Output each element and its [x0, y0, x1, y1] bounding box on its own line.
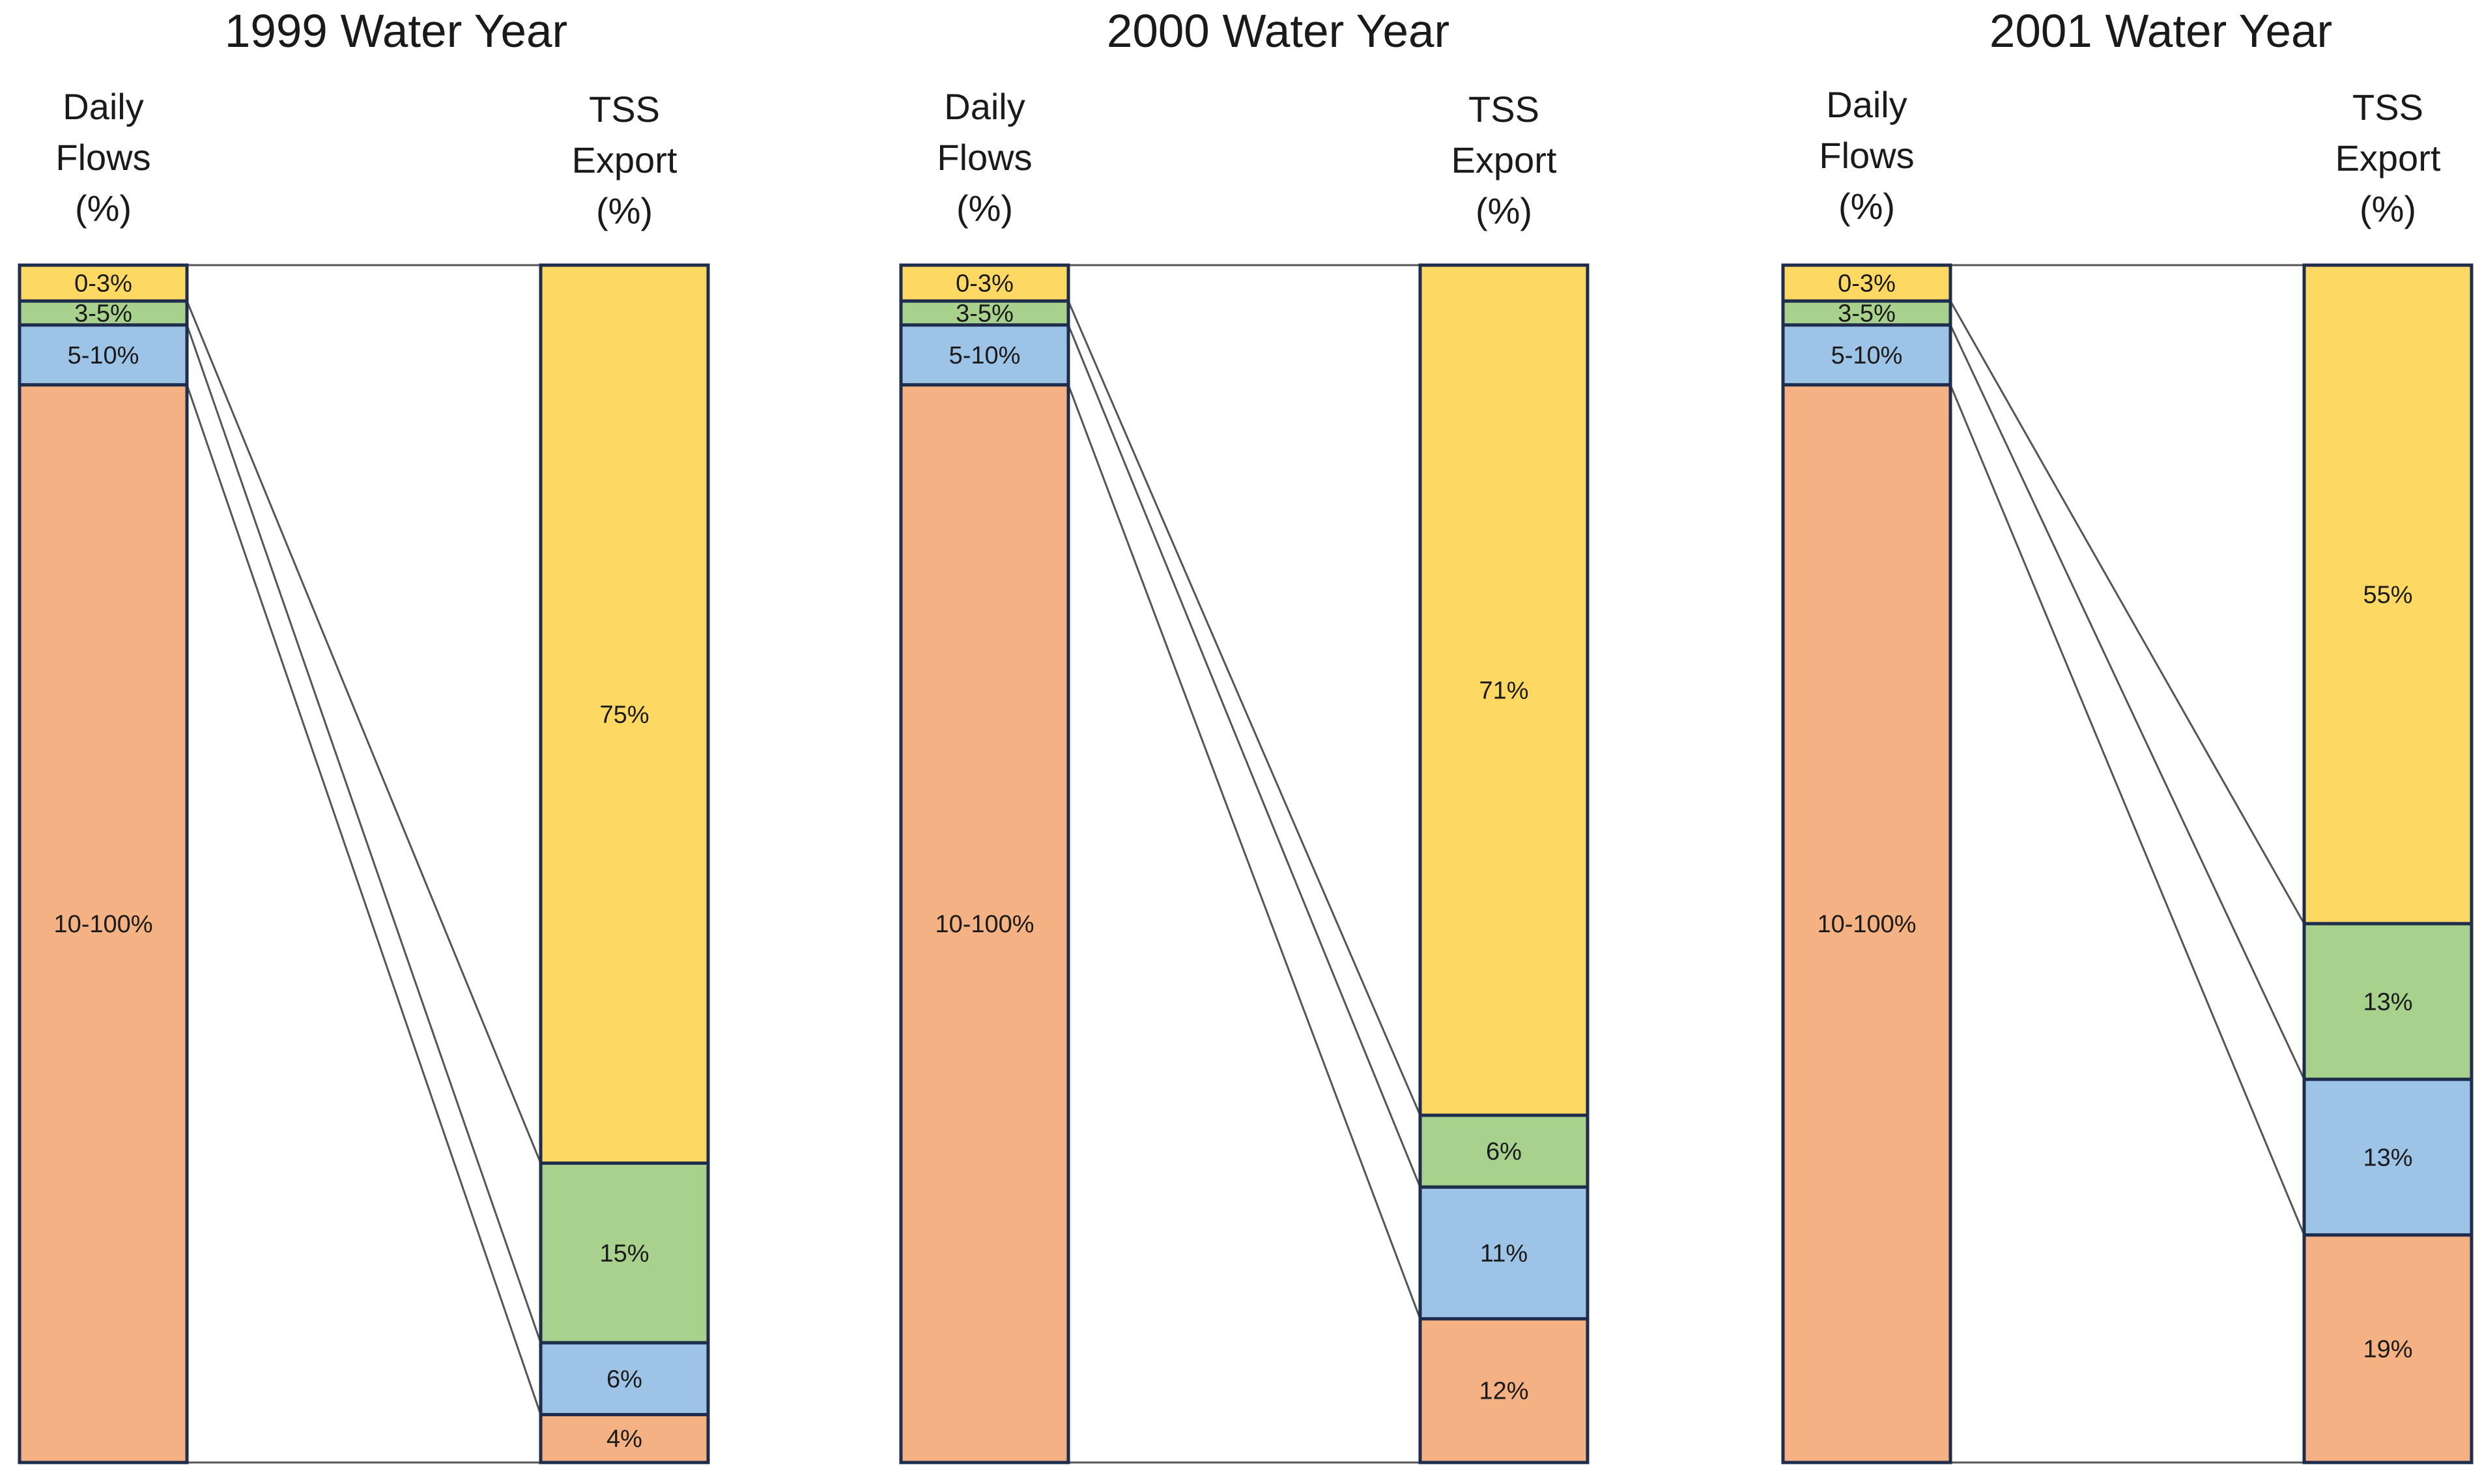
- daily-flows-segment-label: 5-10%: [1831, 342, 1903, 369]
- daily-flows-segment-label: 5-10%: [949, 342, 1021, 369]
- tss-export-segment-label: 55%: [2363, 581, 2412, 608]
- connector-line-3-5: [1067, 300, 1421, 1116]
- daily-flows-segment-10-100: [1781, 383, 1952, 1464]
- tss-export-segment-label: 6%: [1486, 1138, 1522, 1165]
- tss-export-segment-label: 75%: [599, 701, 649, 728]
- tss-export-axis-label: (%): [1476, 190, 1532, 231]
- tss-export-axis-label: Export: [1451, 139, 1557, 180]
- tss-export-segment-5-10: [1418, 1185, 1590, 1320]
- daily-flows-segment-label: 10-100%: [53, 911, 152, 938]
- daily-flows-segment-label: 3-5%: [74, 300, 132, 328]
- daily-flows-segment-5-10: [899, 323, 1070, 387]
- tss-export-segment-label: 11%: [1480, 1240, 1528, 1267]
- daily-flows-axis-label: Flows: [55, 137, 150, 178]
- tss-export-axis-label: (%): [596, 190, 653, 231]
- daily-flows-segment-label: 0-3%: [1838, 270, 1896, 298]
- connector-line-10-100: [1067, 384, 1421, 1319]
- tss-export-axis-label: Export: [572, 139, 678, 180]
- connector-lines: [186, 264, 542, 1464]
- tss-export-axis-label: TSS: [2352, 87, 2423, 128]
- tss-export-segment-label: 12%: [1479, 1378, 1528, 1405]
- tss-export-segment-3-5: [1418, 1113, 1590, 1189]
- tss-export-segment-label: 13%: [2363, 1144, 2412, 1171]
- daily-flows-segment-label: 5-10%: [68, 342, 139, 369]
- daily-flows-segment-label: 0-3%: [74, 270, 132, 298]
- connector-line-5-10: [1067, 324, 1421, 1188]
- connector-lines: [1949, 264, 2305, 1464]
- daily-flows-axis-label: Daily: [944, 86, 1025, 127]
- tss-export-segment-10-100: [2302, 1233, 2474, 1464]
- daily-flows-axis-label: (%): [956, 188, 1013, 229]
- tss-export-segment-0-3: [539, 263, 710, 1165]
- daily-flows-axis-label: (%): [1838, 186, 1895, 227]
- tss-export-segment-0-3: [2302, 263, 2474, 926]
- tss-export-segment-label: 15%: [599, 1240, 649, 1267]
- tss-export-axis-label: (%): [2360, 188, 2416, 229]
- daily-flows-segment-label: 10-100%: [935, 911, 1034, 938]
- connector-line-5-10: [1949, 324, 2305, 1080]
- daily-flows-segment-3-5: [18, 299, 189, 327]
- daily-flows-axis-label: Flows: [937, 137, 1032, 178]
- chart-title: 2001 Water Year: [1990, 6, 2332, 57]
- tss-export-axis-label: Export: [2335, 137, 2441, 178]
- tss-export-segment-5-10: [2302, 1077, 2474, 1237]
- tss-export-segment-label: 13%: [2363, 988, 2412, 1016]
- connector-line-3-5: [186, 300, 542, 1164]
- tss-export-segment-label: 19%: [2363, 1335, 2412, 1363]
- tss-export-segment-10-100: [1418, 1317, 1590, 1464]
- tss-export-axis-label: TSS: [589, 89, 660, 130]
- daily-flows-segment-3-5: [899, 299, 1070, 327]
- daily-flows-axis-label: (%): [75, 188, 132, 229]
- chart-title: 2000 Water Year: [1107, 6, 1449, 57]
- chart-title: 1999 Water Year: [225, 6, 567, 57]
- tss-export-segment-10-100: [539, 1412, 710, 1464]
- tss-export-segment-label: 71%: [1479, 677, 1528, 704]
- tss-export-axis-label: TSS: [1468, 89, 1539, 130]
- connector-line-10-100: [1949, 384, 2305, 1236]
- daily-flows-segment-label: 0-3%: [956, 270, 1014, 298]
- connector-lines: [1067, 264, 1421, 1464]
- daily-flows-segment-0-3: [18, 263, 189, 303]
- chart-panel-1: 1999 Water Year Daily Flows (%) TSS Export (%)…: [18, 6, 710, 1464]
- daily-flows-axis-label: Daily: [63, 86, 143, 127]
- connector-line-3-5: [1949, 300, 2305, 924]
- daily-flows-segment-10-100: [18, 383, 189, 1464]
- daily-flows-axis-label: Flows: [1819, 135, 1914, 176]
- connector-line-5-10: [186, 324, 542, 1343]
- tss-export-segment-label: 4%: [606, 1425, 642, 1453]
- daily-flows-segment-label: 3-5%: [1838, 300, 1896, 328]
- daily-flows-segment-label: 3-5%: [956, 300, 1014, 328]
- chart-panel-2: 2000 Water Year Daily Flows (%) TSS Export (%)…: [899, 6, 1590, 1464]
- tss-export-segment-label: 6%: [606, 1365, 642, 1393]
- daily-flows-segment-label: 10-100%: [1817, 911, 1916, 938]
- connector-line-10-100: [186, 384, 542, 1415]
- daily-flows-segment-5-10: [18, 323, 189, 387]
- tss-export-segment-3-5: [539, 1162, 710, 1345]
- daily-flows-segment-0-3: [1781, 263, 1952, 303]
- daily-flows-segment-0-3: [899, 263, 1070, 303]
- daily-flows-segment-10-100: [899, 383, 1070, 1464]
- tss-export-segment-5-10: [539, 1341, 710, 1416]
- tss-export-segment-3-5: [2302, 922, 2474, 1081]
- daily-flows-axis-label: Daily: [1826, 84, 1907, 125]
- chart-panel-3: 2001 Water Year Daily Flows (%) TSS Export (%)…: [1781, 6, 2474, 1464]
